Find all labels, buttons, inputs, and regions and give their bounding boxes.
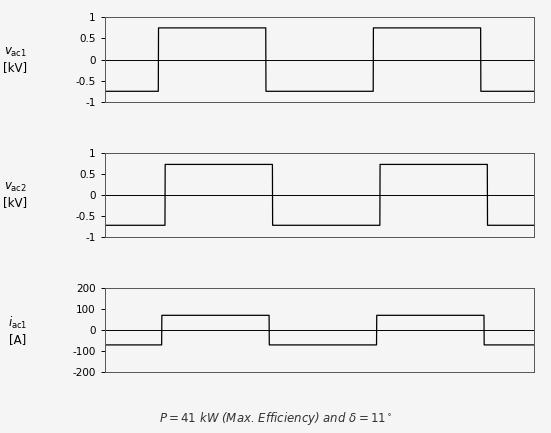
- Y-axis label: $v_{\rm ac1}$
[kV]: $v_{\rm ac1}$ [kV]: [3, 45, 28, 74]
- Y-axis label: $i_{\rm ac1}$
[A]: $i_{\rm ac1}$ [A]: [8, 314, 28, 346]
- Y-axis label: $v_{\rm ac2}$
[kV]: $v_{\rm ac2}$ [kV]: [3, 181, 28, 209]
- Text: $P = 41$ kW (Max. Efficiency) and $\delta = 11^\circ$: $P = 41$ kW (Max. Efficiency) and $\delt…: [159, 410, 392, 427]
